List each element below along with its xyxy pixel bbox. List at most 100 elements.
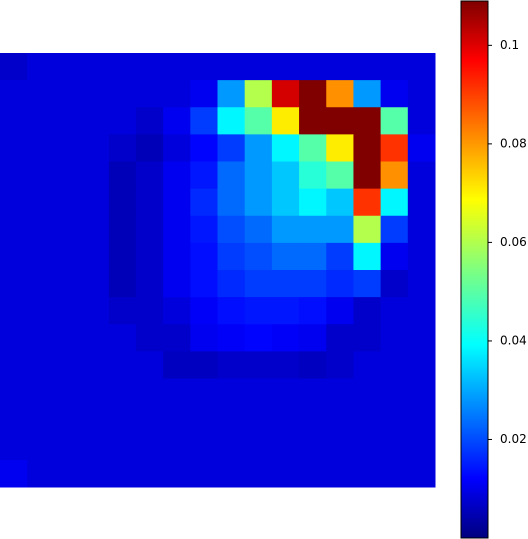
heatmap-cell (380, 188, 409, 217)
heatmap-cell (271, 378, 300, 407)
heatmap-cell (190, 270, 218, 298)
heatmap-cell (135, 405, 164, 434)
heatmap-cell (217, 459, 246, 488)
heatmap-cell (407, 270, 436, 298)
heatmap-cell (244, 134, 273, 162)
heatmap-cell (108, 215, 137, 244)
heatmap-cell (407, 459, 436, 488)
heatmap-cell (54, 242, 83, 271)
heatmap-cell (299, 107, 327, 135)
heatmap-cell (244, 80, 273, 108)
heatmap-cell (54, 80, 83, 108)
heatmap-cell (163, 432, 191, 461)
heatmap-cell (407, 188, 436, 217)
heatmap-cell (190, 459, 218, 488)
heatmap-cell (217, 270, 246, 298)
heatmap-cell (299, 215, 327, 244)
heatmap-cell (108, 188, 137, 217)
heatmap-cell (190, 188, 218, 217)
heatmap-cell (217, 378, 246, 407)
heatmap-cell (271, 188, 300, 217)
heatmap-cell (163, 188, 191, 217)
heatmap-cell (163, 161, 191, 190)
heatmap-cell (380, 459, 409, 488)
heatmap-cell (244, 188, 273, 217)
heatmap-cell (190, 107, 218, 135)
heatmap-cell (0, 215, 28, 244)
heatmap-cell (81, 351, 110, 379)
heatmap-cell (380, 432, 409, 461)
heatmap-cell (326, 188, 354, 217)
heatmap-cell (81, 107, 110, 135)
heatmap-cell (135, 80, 164, 108)
heatmap-cell (326, 242, 354, 271)
heatmap-cell (135, 242, 164, 271)
heatmap-cell (407, 242, 436, 271)
heatmap-cell (407, 53, 436, 81)
heatmap-cell (163, 80, 191, 108)
heatmap-cell (244, 324, 273, 352)
heatmap-cell (299, 270, 327, 298)
heatmap-cell (353, 459, 382, 488)
heatmap-cell (407, 297, 436, 325)
heatmap-cell (54, 432, 83, 461)
heatmap-cell (217, 188, 246, 217)
heatmap-cell (54, 378, 83, 407)
heatmap-cell (353, 297, 382, 325)
heatmap-cell (217, 297, 246, 325)
heatmap-cell (217, 80, 246, 108)
heatmap-cell (81, 188, 110, 217)
heatmap-cell (27, 432, 55, 461)
heatmap-cell (27, 161, 55, 190)
heatmap-cell (54, 405, 83, 434)
heatmap-cell (380, 107, 409, 135)
heatmap-cell (299, 53, 327, 81)
colorbar-tick-label: 0.06 (500, 235, 527, 249)
heatmap-cell (380, 270, 409, 298)
heatmap-cell (244, 161, 273, 190)
heatmap-cell (81, 378, 110, 407)
heatmap-cell (217, 161, 246, 190)
heatmap-cell (0, 405, 28, 434)
heatmap-cell (54, 188, 83, 217)
heatmap-cell (217, 324, 246, 352)
heatmap-cell (81, 80, 110, 108)
heatmap-cell (190, 297, 218, 325)
heatmap-cell (217, 134, 246, 162)
heatmap-cell (135, 161, 164, 190)
heatmap-cell (326, 351, 354, 379)
heatmap-cell (380, 324, 409, 352)
heatmap-cell (407, 324, 436, 352)
heatmap-cell (271, 134, 300, 162)
heatmap-cell (326, 297, 354, 325)
heatmap-cell (163, 405, 191, 434)
heatmap-cell (108, 324, 137, 352)
colorbar-axis: 0.02 0.04 0.06 0.08 0.1 (488, 38, 527, 446)
heatmap-cell (217, 53, 246, 81)
heatmap-cell (108, 432, 137, 461)
heatmap-cell (81, 215, 110, 244)
heatmap-cell (0, 270, 28, 298)
heatmap-cell (380, 215, 409, 244)
heatmap-cell (135, 215, 164, 244)
heatmap-cell (326, 107, 354, 135)
heatmap-cell (108, 459, 137, 488)
heatmap-cell (81, 324, 110, 352)
heatmap-cell (135, 324, 164, 352)
heatmap-cell (163, 134, 191, 162)
heatmap-cell (0, 107, 28, 135)
heatmap-cell (380, 53, 409, 81)
heatmap-cell (190, 215, 218, 244)
heatmap-cell (271, 215, 300, 244)
heatmap-cell (353, 270, 382, 298)
heatmap-cell (217, 351, 246, 379)
heatmap-cell (271, 297, 300, 325)
heatmap-cell (163, 107, 191, 135)
heatmap-cell (163, 324, 191, 352)
heatmap-cell (353, 324, 382, 352)
heatmap-cell (135, 351, 164, 379)
heatmap-cell (163, 242, 191, 271)
heatmap-cell (407, 134, 436, 162)
heatmap-cell (27, 459, 55, 488)
heatmap-cell (108, 53, 137, 81)
